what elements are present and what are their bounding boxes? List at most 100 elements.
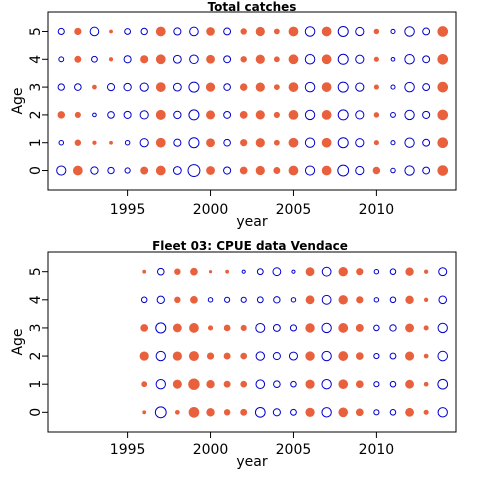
residual-bubble <box>107 111 115 119</box>
panel-total-catches: Total catches 1995 2000 2005 2010 0 1 2 3 4 5 ye… <box>10 0 457 230</box>
x-tick-label: 2010 <box>359 442 395 458</box>
residual-bubble <box>337 81 349 93</box>
residual-bubble <box>140 27 148 36</box>
residual-bubble <box>304 81 316 93</box>
y-axis: 0 1 2 3 4 5 <box>28 267 48 417</box>
residual-bubble <box>188 137 200 149</box>
residual-bubble <box>223 138 231 147</box>
residual-bubble <box>321 266 332 277</box>
y-tick-label: 2 <box>28 110 44 119</box>
residual-bubble <box>123 110 132 119</box>
residual-bubble <box>404 137 415 148</box>
residual-bubble <box>240 56 247 63</box>
residual-bubble <box>142 410 147 415</box>
residual-bubble <box>422 27 431 36</box>
residual-bubble <box>206 27 215 36</box>
residual-bubble <box>304 137 316 148</box>
residual-bubble <box>305 323 315 333</box>
residual-bubble <box>373 140 379 146</box>
residual-bubble <box>74 83 82 91</box>
residual-bubble <box>390 167 396 174</box>
residual-bubble <box>255 165 265 176</box>
residual-bubble <box>74 55 82 63</box>
residual-bubble <box>373 297 380 303</box>
residual-bubble <box>390 28 396 35</box>
residual-bubble <box>273 84 280 90</box>
chart-title: Total catches <box>208 0 297 14</box>
residual-bubble <box>141 381 148 388</box>
residual-bubble <box>239 166 248 175</box>
residual-bubble <box>422 83 431 92</box>
residual-bubble <box>337 137 349 149</box>
residual-bubble <box>321 82 332 92</box>
residual-bubble <box>241 269 246 274</box>
residual-bubble <box>172 379 182 389</box>
residual-bubble <box>373 352 380 360</box>
residual-bubble <box>74 111 81 118</box>
residual-bubble <box>272 352 281 361</box>
residual-bubble <box>321 294 332 305</box>
residual-bubble <box>188 81 200 93</box>
residual-bubble <box>155 165 166 176</box>
residual-bubble <box>223 27 232 36</box>
residual-bubble <box>123 55 132 64</box>
residual-bubble <box>206 379 215 389</box>
residual-bubble <box>304 109 316 121</box>
residual-bubble <box>190 295 198 304</box>
residual-bubble <box>373 28 380 35</box>
residual-bubble <box>355 380 364 389</box>
residual-bubble <box>107 166 115 175</box>
residual-bubble <box>288 351 298 361</box>
residual-bubble <box>373 381 380 388</box>
residual-bubble <box>321 54 332 65</box>
residual-bubble <box>405 351 415 361</box>
residual-bubble <box>124 28 132 35</box>
residual-bubble <box>223 55 232 64</box>
bubble-layer <box>56 25 449 177</box>
residual-bubble <box>156 267 165 276</box>
residual-bubble <box>225 269 230 274</box>
residual-bubble <box>355 165 365 176</box>
residual-bubble <box>155 82 166 92</box>
residual-bubble <box>290 408 297 416</box>
residual-bubble <box>140 55 149 64</box>
residual-bubble <box>174 268 181 275</box>
residual-bubble <box>255 138 265 148</box>
residual-bubble <box>74 27 82 36</box>
residual-bubble <box>389 409 397 416</box>
residual-bubble <box>91 55 98 63</box>
residual-bubble <box>389 296 397 304</box>
residual-bubble <box>390 84 396 90</box>
residual-bubble <box>57 27 65 36</box>
residual-bubble <box>355 138 365 148</box>
residual-bubble <box>422 110 431 119</box>
residual-bubble <box>404 165 415 176</box>
residual-bubble <box>321 350 332 362</box>
residual-bubble <box>404 54 415 65</box>
residual-bubble <box>189 26 199 37</box>
residual-bubble <box>272 324 281 332</box>
residual-bubble <box>123 82 132 92</box>
residual-bubble <box>139 82 149 92</box>
residual-bubble <box>206 408 215 417</box>
y-tick-label: 5 <box>28 267 44 276</box>
residual-bubble <box>272 408 281 417</box>
residual-bubble <box>437 53 449 65</box>
residual-bubble <box>405 267 414 276</box>
residual-bubble <box>124 167 131 174</box>
residual-bubble <box>255 54 265 64</box>
residual-bubble <box>175 409 180 415</box>
residual-bubble <box>206 138 215 148</box>
residual-bubble <box>223 380 231 388</box>
residual-bubble <box>423 325 429 331</box>
residual-bubble <box>240 408 248 416</box>
residual-bubble <box>404 26 415 37</box>
residual-bubble <box>92 140 97 145</box>
residual-bubble <box>321 26 332 37</box>
residual-bubble <box>437 378 449 390</box>
residual-bubble <box>321 379 332 390</box>
residual-bubble <box>273 28 280 35</box>
x-axis: 1995 2000 2005 2010 <box>110 432 394 458</box>
residual-bubble <box>405 379 414 389</box>
